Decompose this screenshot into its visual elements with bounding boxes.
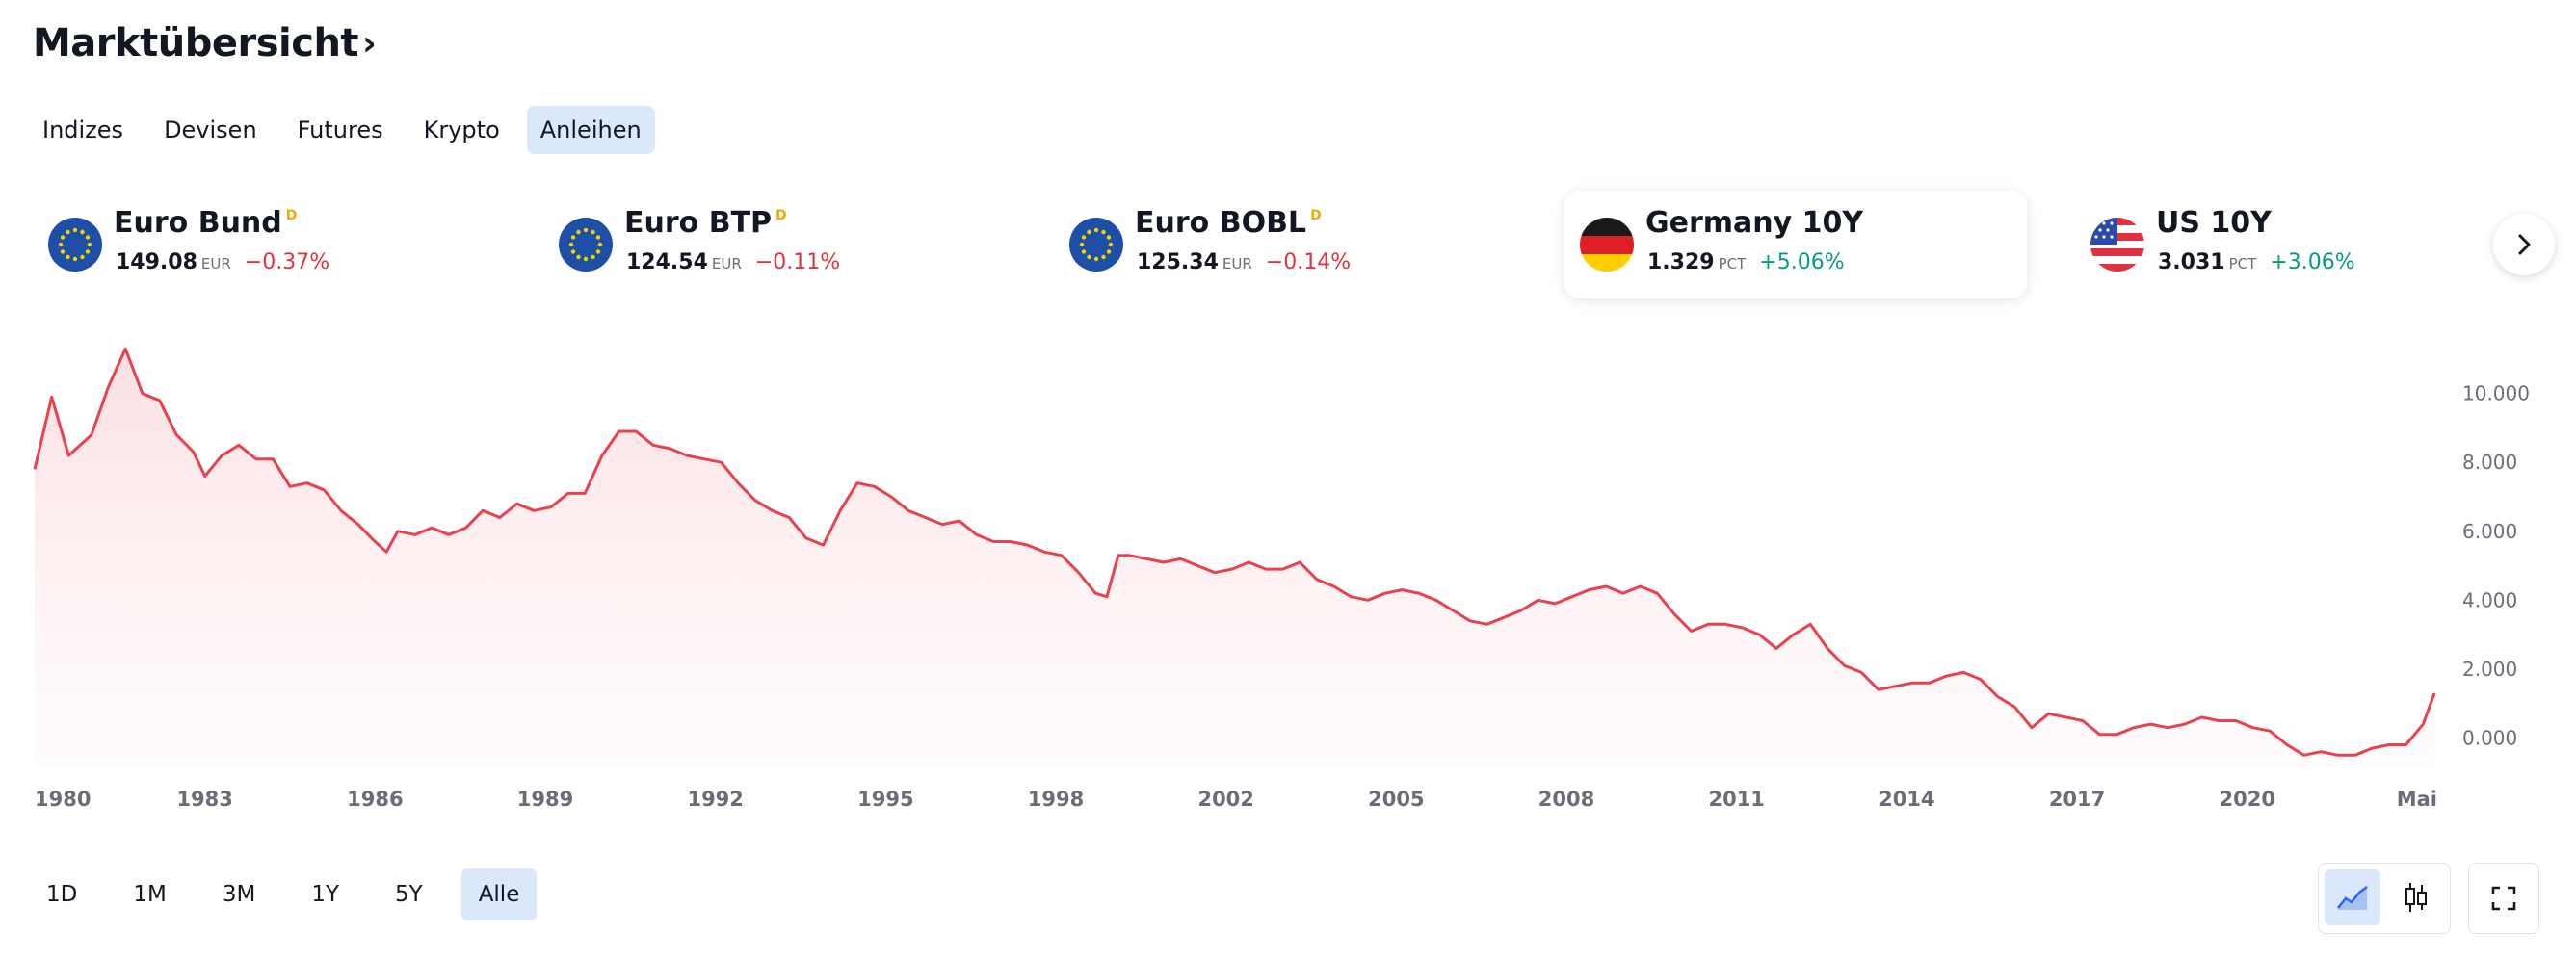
candle-style-button[interactable] — [2388, 869, 2444, 925]
instrument-card-germany-10y[interactable]: Germany 10Y 1.329 PCT +5.06% — [1564, 191, 2027, 298]
y-tick-label: 2.000 — [2462, 658, 2517, 681]
page-title[interactable]: Marktübersicht › — [33, 21, 377, 65]
instrument-card-us-10y[interactable]: US 10Y 3.031 PCT +3.06% — [2075, 191, 2460, 298]
instrument-change: +5.06% — [1759, 250, 1845, 274]
instrument-currency: PCT — [2228, 255, 2257, 272]
x-tick-label: 1998 — [1028, 788, 1084, 811]
x-tick-label: 2014 — [1879, 788, 1934, 811]
instrument-name: Euro BOBL — [1135, 206, 1307, 240]
instrument-currency: EUR — [1222, 255, 1252, 272]
instrument-currency: PCT — [1718, 255, 1747, 272]
us-flag-icon — [2090, 218, 2144, 272]
tab-anleihen[interactable]: Anleihen — [526, 106, 655, 154]
category-tabs: Indizes Devisen Futures Krypto Anleihen — [29, 106, 655, 154]
instrument-change: −0.14% — [1265, 250, 1352, 274]
delayed-badge: D — [285, 208, 298, 223]
x-tick-label: 2011 — [1708, 788, 1764, 811]
y-tick-label: 10.000 — [2462, 382, 2530, 405]
range-3m-button[interactable]: 3M — [222, 882, 256, 907]
delayed-badge: D — [775, 208, 787, 223]
instrument-name: US 10Y — [2156, 206, 2272, 240]
page-title-text: Marktübersicht — [33, 21, 359, 65]
x-tick-label: 2020 — [2219, 788, 2274, 811]
x-tick-label: 2002 — [1197, 788, 1253, 811]
instrument-change: −0.11% — [754, 250, 841, 274]
tab-devisen[interactable]: Devisen — [164, 117, 257, 143]
x-tick-label: 2005 — [1368, 788, 1424, 811]
range-1y-button[interactable]: 1Y — [311, 882, 339, 907]
tab-indizes[interactable]: Indizes — [42, 117, 124, 143]
x-tick-label: Mai — [2397, 788, 2437, 811]
candlestick-chart-icon — [2405, 883, 2427, 912]
x-tick-label: 1980 — [35, 788, 91, 811]
series-area-fill — [35, 349, 2435, 765]
instrument-name: Euro Bund — [114, 206, 282, 240]
y-tick-label: 0.000 — [2462, 726, 2517, 749]
chevron-right-icon: › — [362, 24, 377, 64]
instrument-name: Euro BTP — [624, 206, 773, 240]
x-tick-label: 2008 — [1538, 788, 1594, 811]
x-tick-label: 1995 — [857, 788, 913, 811]
instrument-change: −0.37% — [244, 250, 330, 274]
range-5y-button[interactable]: 5Y — [395, 882, 423, 907]
instrument-price: 149.08 — [116, 250, 197, 274]
y-tick-label: 4.000 — [2462, 588, 2517, 611]
instrument-change: +3.06% — [2270, 250, 2355, 274]
instrument-card-euro-btp[interactable]: Euro BTP D 124.54 EUR −0.11% — [543, 191, 1006, 298]
eu-flag-icon — [1069, 218, 1123, 272]
delayed-badge: D — [1310, 208, 1322, 223]
y-tick-label: 8.000 — [2462, 451, 2517, 474]
x-tick-label: 1989 — [517, 788, 573, 811]
instrument-currency: EUR — [200, 255, 231, 272]
eu-flag-icon — [559, 218, 613, 272]
chart-style-toggle — [2318, 863, 2451, 934]
area-chart-icon — [2337, 886, 2368, 910]
instrument-name: Germany 10Y — [1645, 206, 1864, 240]
fullscreen-icon — [2491, 886, 2516, 911]
chevron-right-icon — [2518, 234, 2531, 255]
de-flag-icon — [1580, 218, 1634, 272]
instrument-price: 124.54 — [626, 250, 708, 274]
instrument-price: 125.34 — [1137, 250, 1219, 274]
instrument-card-euro-bobl[interactable]: Euro BOBL D 125.34 EUR −0.14% — [1054, 191, 1516, 298]
tab-krypto[interactable]: Krypto — [423, 117, 500, 143]
eu-flag-icon — [48, 218, 102, 272]
x-tick-label: 1992 — [687, 788, 743, 811]
instrument-price: 1.329 — [1647, 250, 1715, 274]
series-line — [33, 347, 2436, 757]
instrument-card-euro-bund[interactable]: Euro Bund D 149.08 EUR −0.37% — [33, 191, 495, 298]
x-tick-label: 2017 — [2049, 788, 2105, 811]
instrument-price: 3.031 — [2158, 250, 2225, 274]
next-instruments-button[interactable] — [2493, 214, 2555, 275]
x-tick-label: 1983 — [176, 788, 232, 811]
instrument-currency: EUR — [711, 255, 742, 272]
tab-futures[interactable]: Futures — [297, 117, 383, 143]
area-style-button[interactable] — [2325, 869, 2380, 925]
range-1m-button[interactable]: 1M — [133, 882, 167, 907]
yield-chart[interactable]: 1980 1983 1986 1989 1992 1995 1998 2002 2005 2008… — [0, 318, 2576, 828]
range-1d-button[interactable]: 1D — [46, 882, 78, 907]
time-range-selector: 1D 1M 3M 1Y 5Y Alle — [29, 868, 538, 920]
x-tick-label: 1986 — [347, 788, 403, 811]
y-tick-label: 6.000 — [2462, 520, 2517, 543]
fullscreen-button[interactable] — [2468, 863, 2539, 934]
range-all-button[interactable]: Alle — [460, 868, 538, 920]
